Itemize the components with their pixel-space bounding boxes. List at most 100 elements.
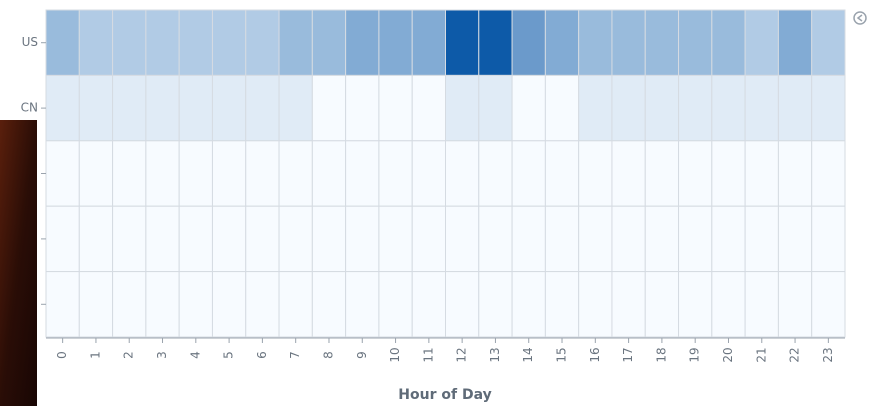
heatmap-cell bbox=[744, 140, 779, 207]
x-tick-label: 4 bbox=[188, 351, 202, 359]
heatmap-cell bbox=[544, 74, 580, 142]
heatmap-cell bbox=[811, 271, 846, 338]
heatmap-cell bbox=[578, 140, 613, 207]
heatmap-cell bbox=[411, 74, 447, 142]
heatmap-cell bbox=[145, 205, 180, 273]
heatmap-cell bbox=[278, 74, 313, 142]
heatmap-cell bbox=[45, 205, 80, 273]
heatmap-cell bbox=[678, 74, 713, 142]
heatmap-cell bbox=[811, 140, 846, 207]
heatmap-cell bbox=[445, 140, 480, 207]
heatmap-cell bbox=[544, 140, 580, 207]
heatmap-cell bbox=[278, 205, 313, 273]
heatmap-cell bbox=[777, 205, 813, 273]
x-tick-label: 15 bbox=[555, 347, 569, 362]
heatmap-cell bbox=[112, 74, 147, 142]
heatmap-cell bbox=[278, 9, 313, 76]
heatmap-cell bbox=[178, 205, 213, 273]
x-tick-label: 9 bbox=[355, 351, 369, 359]
heatmap-cell bbox=[478, 205, 513, 273]
background-photo bbox=[0, 120, 37, 406]
heatmap-cell bbox=[611, 271, 646, 338]
x-tick-label: 22 bbox=[788, 347, 802, 362]
x-tick-label: 13 bbox=[488, 347, 502, 362]
heatmap-cell bbox=[811, 205, 846, 273]
collapse-icon[interactable] bbox=[853, 11, 867, 25]
heatmap-cell bbox=[145, 271, 180, 338]
y-tick-label: US bbox=[22, 35, 38, 49]
heatmap-cell bbox=[611, 74, 646, 142]
heatmap-cell bbox=[345, 74, 380, 142]
heatmap-cell bbox=[211, 9, 247, 76]
heatmap-cell bbox=[544, 205, 580, 273]
heatmap-cell bbox=[511, 74, 546, 142]
heatmap-cell bbox=[245, 74, 280, 142]
x-axis-title: Hour of Day bbox=[398, 387, 491, 403]
x-tick-label: 8 bbox=[321, 351, 335, 359]
heatmap-cell bbox=[744, 9, 779, 76]
heatmap-cell bbox=[711, 205, 746, 273]
heatmap-cell bbox=[711, 140, 746, 207]
x-tick-label: 3 bbox=[155, 351, 169, 359]
heatmap-cell bbox=[211, 140, 247, 207]
heatmap-cell bbox=[511, 9, 546, 76]
heatmap-cell bbox=[211, 271, 247, 338]
x-tick-label: 10 bbox=[388, 347, 402, 362]
x-tick-label: 14 bbox=[521, 347, 535, 362]
heatmap-cell bbox=[78, 140, 114, 207]
heatmap-cell bbox=[145, 9, 180, 76]
heatmap-cell bbox=[378, 140, 413, 207]
heatmap-cell bbox=[311, 271, 347, 338]
heatmap-cell bbox=[145, 140, 180, 207]
heatmap-cell bbox=[112, 140, 147, 207]
heatmap-cell bbox=[78, 74, 114, 142]
heatmap-cell bbox=[445, 271, 480, 338]
x-tick-label: 19 bbox=[688, 347, 702, 362]
heatmap-cell bbox=[678, 271, 713, 338]
heatmap-cell bbox=[578, 9, 613, 76]
heatmap-cell bbox=[145, 74, 180, 142]
heatmap-cell bbox=[112, 9, 147, 76]
heatmap-cell bbox=[245, 9, 280, 76]
heatmap-cell bbox=[644, 74, 680, 142]
heatmap-cell bbox=[478, 74, 513, 142]
heatmap-cell bbox=[378, 9, 413, 76]
heatmap-cell bbox=[45, 271, 80, 338]
y-tick-label: CN bbox=[21, 101, 38, 115]
heatmap-cell bbox=[278, 140, 313, 207]
heatmap-cell bbox=[811, 74, 846, 142]
heatmap-cell bbox=[311, 205, 347, 273]
heatmap-cell bbox=[644, 205, 680, 273]
x-tick-label: 17 bbox=[621, 347, 635, 362]
heatmap-cell bbox=[45, 74, 80, 142]
heatmap-cell bbox=[345, 271, 380, 338]
heatmap-cell bbox=[178, 140, 213, 207]
heatmap-cell bbox=[378, 205, 413, 273]
x-tick-label: 11 bbox=[421, 347, 435, 362]
heatmap-cell bbox=[345, 140, 380, 207]
heatmap-cell bbox=[578, 271, 613, 338]
heatmap-cell bbox=[478, 9, 513, 76]
x-tick-label: 21 bbox=[754, 347, 768, 362]
heatmap-cell bbox=[411, 205, 447, 273]
heatmap-cell bbox=[744, 271, 779, 338]
heatmap-cell bbox=[378, 271, 413, 338]
x-tick-label: 12 bbox=[455, 347, 469, 362]
heatmap-cell bbox=[711, 9, 746, 76]
heatmap-cell bbox=[711, 271, 746, 338]
heatmap-cell bbox=[445, 74, 480, 142]
heatmap-cell bbox=[245, 205, 280, 273]
x-tick-label: 23 bbox=[821, 347, 835, 362]
x-tick-label: 16 bbox=[588, 347, 602, 362]
heatmap-cell bbox=[678, 9, 713, 76]
heatmap-cell bbox=[478, 271, 513, 338]
heatmap-cell bbox=[544, 271, 580, 338]
heatmap-cell bbox=[644, 271, 680, 338]
heatmap-cell bbox=[311, 74, 347, 142]
heatmap-cell bbox=[578, 205, 613, 273]
heatmap-cell bbox=[478, 140, 513, 207]
x-tick-label: 7 bbox=[288, 351, 302, 359]
heatmap-cell bbox=[711, 74, 746, 142]
heatmap-cell bbox=[544, 9, 580, 76]
